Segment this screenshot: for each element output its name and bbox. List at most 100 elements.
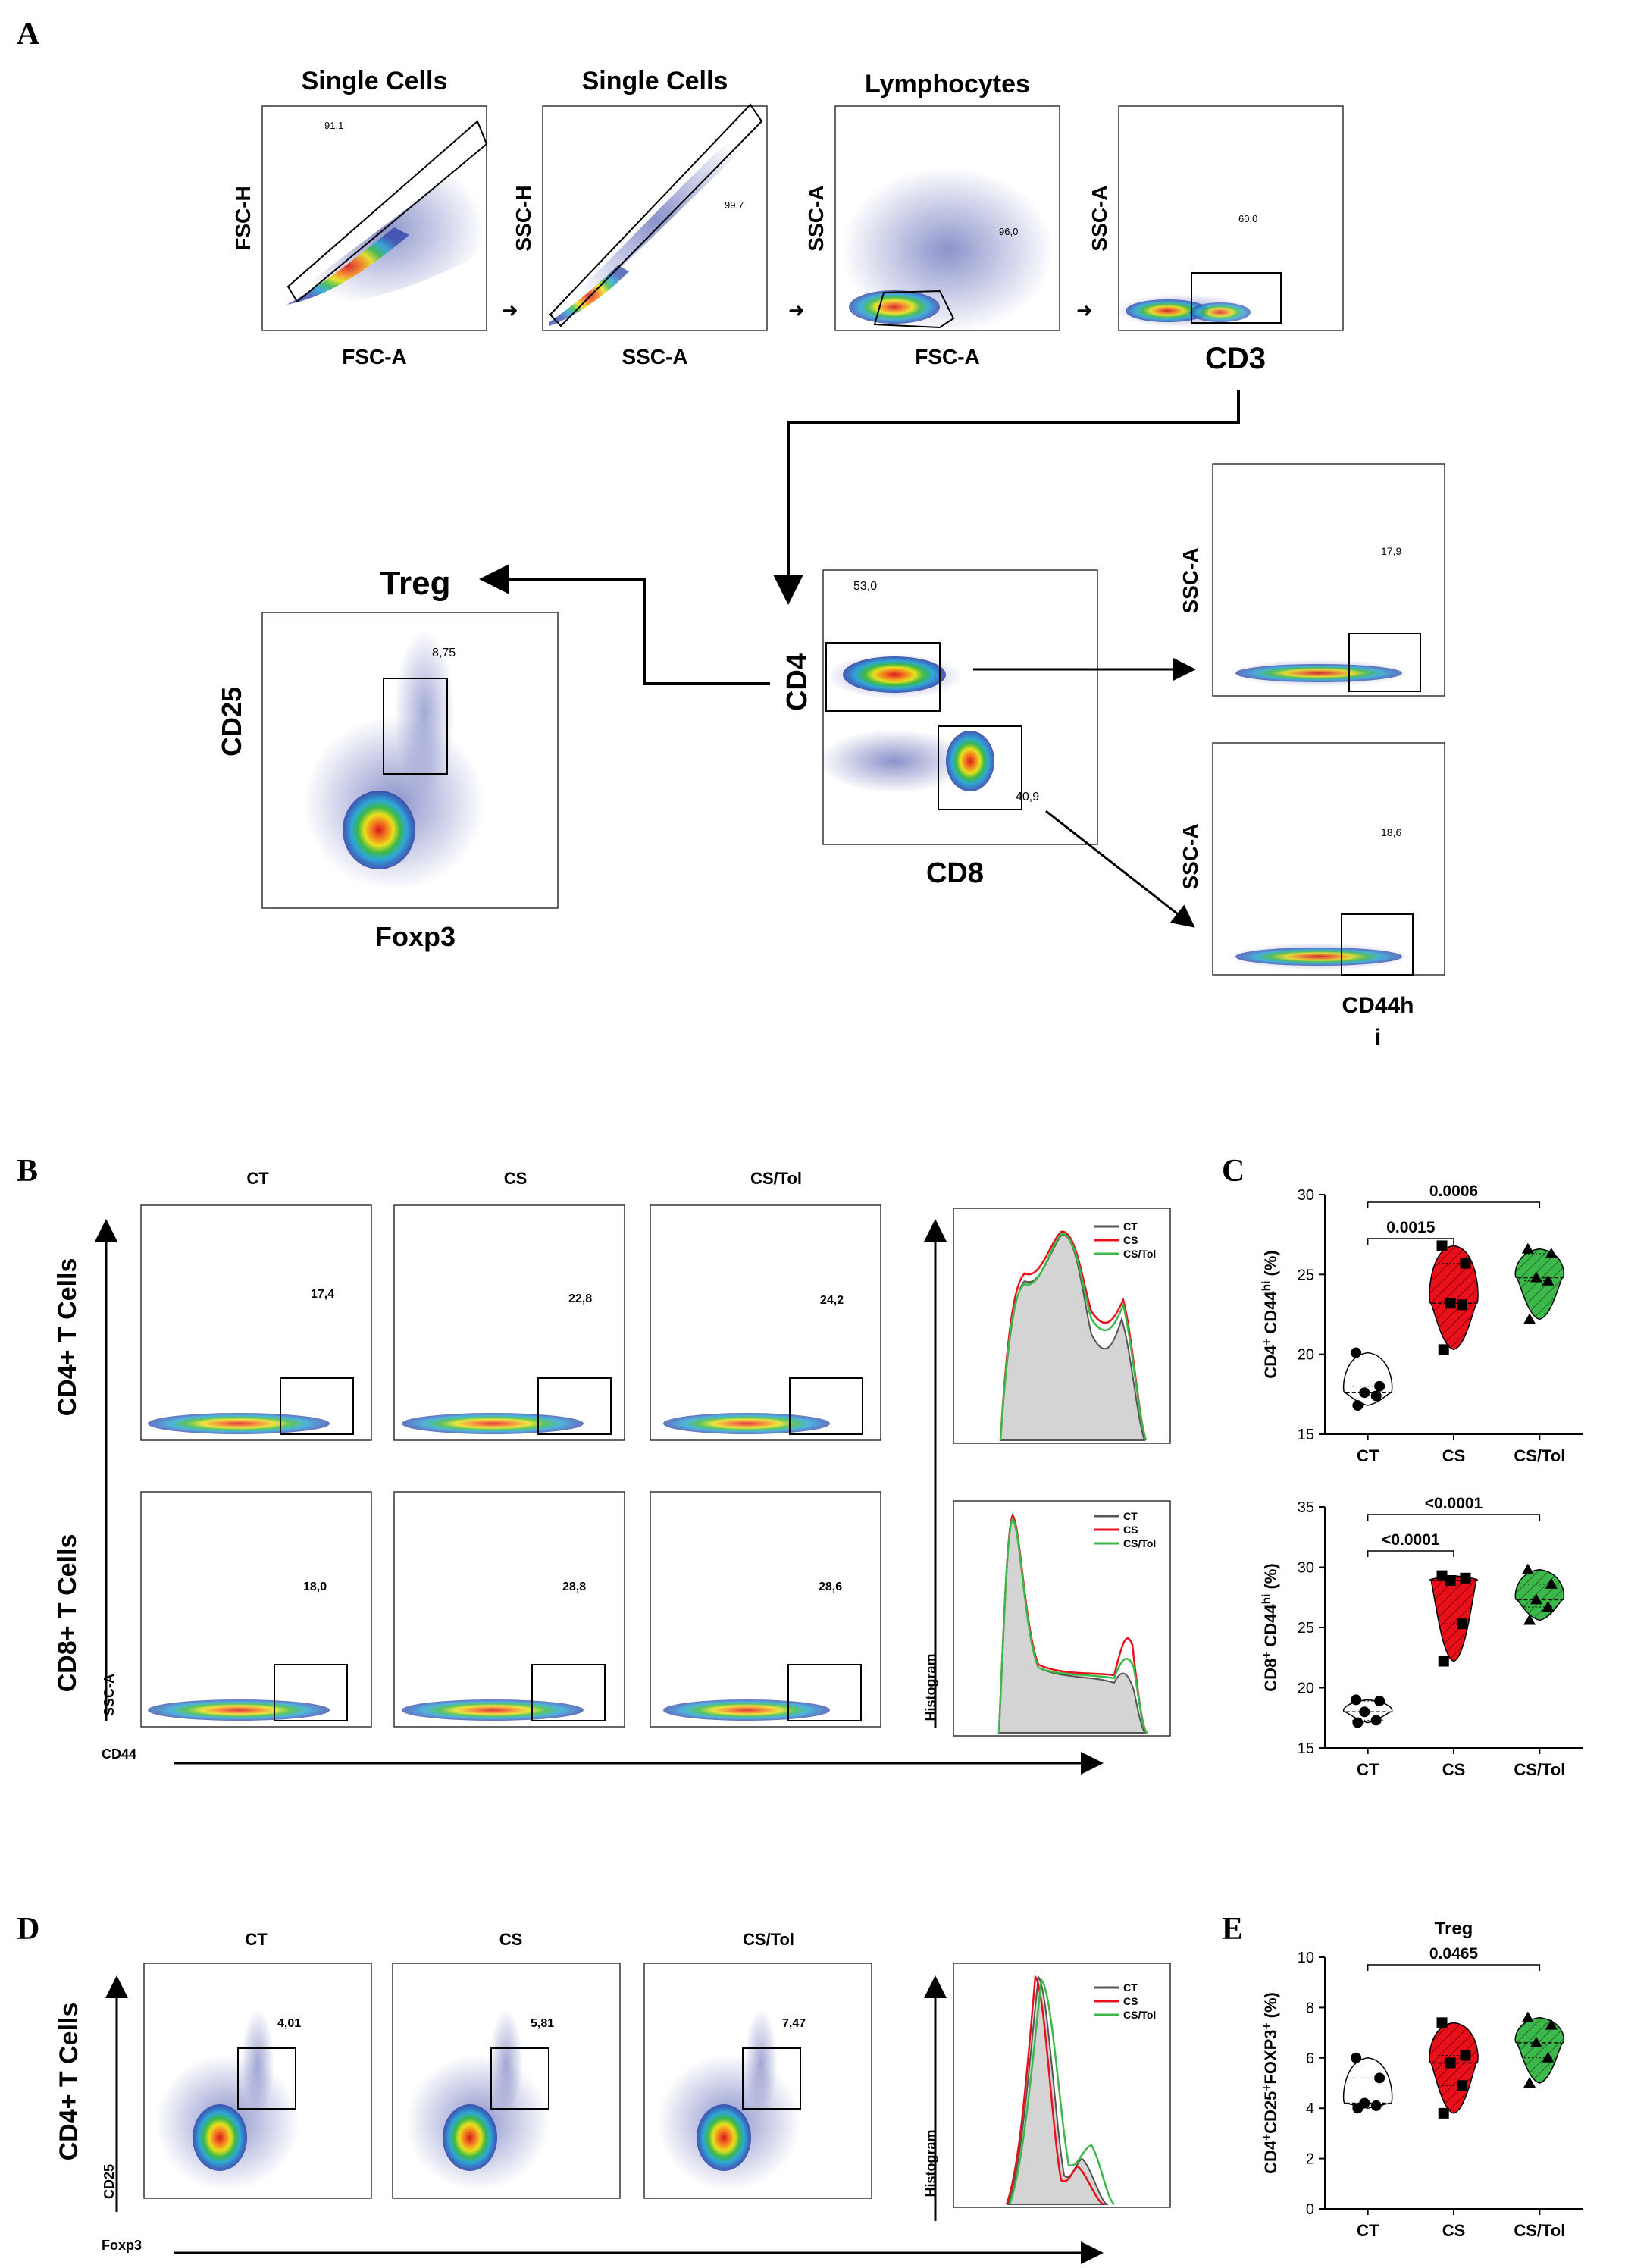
data-point xyxy=(1359,1706,1370,1718)
y-axis-label: CD4+ CD44hi (%) xyxy=(1260,1250,1281,1378)
data-point xyxy=(1521,1563,1534,1574)
panel-b-cd4-cstol-value: 24,2 xyxy=(820,1294,844,1307)
comparison-bracket xyxy=(1367,1238,1454,1245)
data-point xyxy=(1460,1572,1471,1584)
data-point xyxy=(1438,1656,1449,1667)
panel-d-hist-legend-cs: CS xyxy=(1123,1995,1138,2007)
data-point xyxy=(1352,1400,1364,1411)
data-point xyxy=(1352,1717,1364,1728)
data-point xyxy=(1545,2019,1558,2030)
panel-d-cstol-value: 7,47 xyxy=(782,2017,806,2030)
panel-b-hist-cd4-legend-cstol: CS/Tol xyxy=(1123,1248,1156,1260)
gating-plot-3-ylabel: SSC-A xyxy=(804,185,828,251)
gating-plot-4-xlabel: CD3 xyxy=(1205,342,1266,375)
data-point xyxy=(1436,1240,1448,1251)
violin-ct xyxy=(1342,1352,1393,1406)
y-tick-label: 30 xyxy=(1298,1187,1314,1204)
panel-letter-d: D xyxy=(17,1912,39,1947)
data-point xyxy=(1445,1298,1456,1309)
cd4-cd44-ylabel: SSC-A xyxy=(1179,547,1202,613)
panel-b-hist-cd4: CT CS CS/Tol xyxy=(953,1208,1171,1444)
panel-d-cs: 5,81 xyxy=(392,1963,621,2199)
y-tick-label: 20 xyxy=(1298,1681,1314,1697)
panel-b: CT CS CS/Tol CD4+ T Cells CD8+ T Cells S… xyxy=(53,1169,1171,1775)
panel-b-row-cd8: CD8+ T Cells xyxy=(53,1534,82,1693)
panel-d-cs-value: 5,81 xyxy=(531,2017,554,2030)
panel-d-xlabel: Foxp3 xyxy=(102,2238,142,2253)
panel-d-hist-legend: CT CS CS/Tol xyxy=(1094,1981,1156,2021)
x-tick-label: CT xyxy=(1357,1760,1379,1779)
panel-b-cd8-ct: 18,0 xyxy=(140,1491,372,1728)
panel-d-ylabel: CD25 xyxy=(102,2164,117,2199)
data-point xyxy=(1542,2051,1555,2063)
gating-plot-2-ylabel: SSC-H xyxy=(512,185,535,251)
y-tick-label: 6 xyxy=(1306,2050,1314,2067)
gating-plot-2: Single Cells 99,7 SSC-H SSC-A xyxy=(512,67,768,368)
panel-b-cd8-cs-value: 28,8 xyxy=(562,1580,586,1593)
panel-letter-a: A xyxy=(17,17,40,52)
p-value-label: <0.0001 xyxy=(1382,1531,1440,1549)
data-point xyxy=(1374,2072,1385,2084)
y-tick-label: 15 xyxy=(1298,1740,1314,1757)
panel-b-hist-label: Histogram xyxy=(923,1653,938,1721)
x-tick-label: CS/Tol xyxy=(1514,2221,1565,2240)
panel-b-hist-cd8-legend-ct: CT xyxy=(1123,1510,1138,1522)
x-tick-label: CS/Tol xyxy=(1514,1446,1565,1465)
gating-arrow-3: ➜ xyxy=(1076,299,1093,321)
panel-b-cd4-cs: 22,8 xyxy=(393,1204,625,1441)
connector-to-treg xyxy=(479,564,770,685)
gating-plot-4: 60,0 SSC-A CD3 xyxy=(1088,105,1344,375)
panel-b-hist-cd8-legend-cs: CS xyxy=(1123,1524,1138,1536)
p-value-label: <0.0001 xyxy=(1425,1495,1483,1512)
x-tick-label: CS xyxy=(1442,2221,1466,2240)
cd8-cd44-plot: 18,6 SSC-A CD44h i xyxy=(1179,742,1445,1050)
panel-b-group-ct: CT xyxy=(246,1169,269,1188)
cd8-cd44-ylabel: SSC-A xyxy=(1179,823,1202,889)
gating-plot-3-title: Lymphocytes xyxy=(865,70,1030,99)
panel-b-cd4-cstol: 24,2 xyxy=(650,1204,881,1441)
data-point xyxy=(1542,1274,1555,1286)
panel-b-cd4-ct-value: 17,4 xyxy=(311,1288,334,1301)
data-point xyxy=(1351,1694,1362,1706)
violin-cs xyxy=(1429,1245,1479,1351)
comparison-bracket xyxy=(1367,1201,1541,1208)
data-point xyxy=(1530,1593,1542,1605)
cd8-xlabel: CD8 xyxy=(926,857,984,889)
data-point xyxy=(1545,1577,1558,1589)
gating-plot-4-ylabel: SSC-A xyxy=(1088,185,1111,251)
y-tick-label: 4 xyxy=(1306,2100,1314,2117)
comparison-bracket xyxy=(1367,1550,1454,1557)
panel-b-cd8-cstol: 28,6 xyxy=(650,1491,881,1728)
data-point xyxy=(1351,1347,1362,1358)
cd8-cd44-xlabel-line2: i xyxy=(1375,1025,1381,1050)
y-tick-label: 20 xyxy=(1298,1347,1314,1364)
gating-plot-3: Lymphocytes 96,0 SSC-A FSC-A xyxy=(804,70,1060,368)
panel-b-group-cs: CS xyxy=(504,1169,528,1188)
gating-plot-3-value: 96,0 xyxy=(999,226,1018,237)
gating-plot-3-xlabel: FSC-A xyxy=(915,345,980,368)
treg-value: 8,75 xyxy=(432,647,456,659)
panel-d-cstol: 7,47 xyxy=(643,1963,872,2199)
cd4-cd8-plot: 53,0 40,9 CD4 CD8 xyxy=(781,569,1098,889)
panel-b-cd4-cs-value: 22,8 xyxy=(568,1292,592,1305)
panel-d: CT CS CS/Tol CD4+ T Cells CD25 Foxp3 4,0… xyxy=(55,1930,1171,2264)
data-point xyxy=(1374,1695,1385,1706)
panel-d-group-ct: CT xyxy=(245,1930,268,1949)
gating-plot-1-ylabel: FSC-H xyxy=(231,186,255,251)
gating-plot-1: Single Cells 91,1 FSC-H FSC-A xyxy=(231,67,488,368)
cd4-value: 53,0 xyxy=(853,580,877,593)
panel-b-hist-cd8-legend-cstol: CS/Tol xyxy=(1123,1537,1156,1549)
panel-b-xlabel: CD44 xyxy=(102,1746,136,1762)
chart-c-cd4-cd44hi: 15 20 25 30 CD4+ CD44hi (%) CT CS CS/Tol 0.0015 0… xyxy=(1260,1183,1583,1465)
data-point xyxy=(1370,2100,1382,2111)
chart-c-cd8-cd44hi: 15 20 25 30 35 CD8+ CD44hi (%) CT CS CS/Tol <0.00… xyxy=(1260,1495,1583,1779)
gating-plot-2-xlabel: SSC-A xyxy=(622,345,687,368)
panel-b-row-cd4: CD4+ T Cells xyxy=(53,1258,82,1417)
violin-cs-tol xyxy=(1514,1568,1565,1621)
comparison-bracket xyxy=(1367,1514,1541,1521)
treg-plot: Treg 8,75 CD25 Foxp3 xyxy=(216,565,559,952)
p-value-label: 0.0006 xyxy=(1429,1183,1478,1200)
panel-letter-b: B xyxy=(17,1154,38,1189)
data-point xyxy=(1351,2052,1362,2063)
